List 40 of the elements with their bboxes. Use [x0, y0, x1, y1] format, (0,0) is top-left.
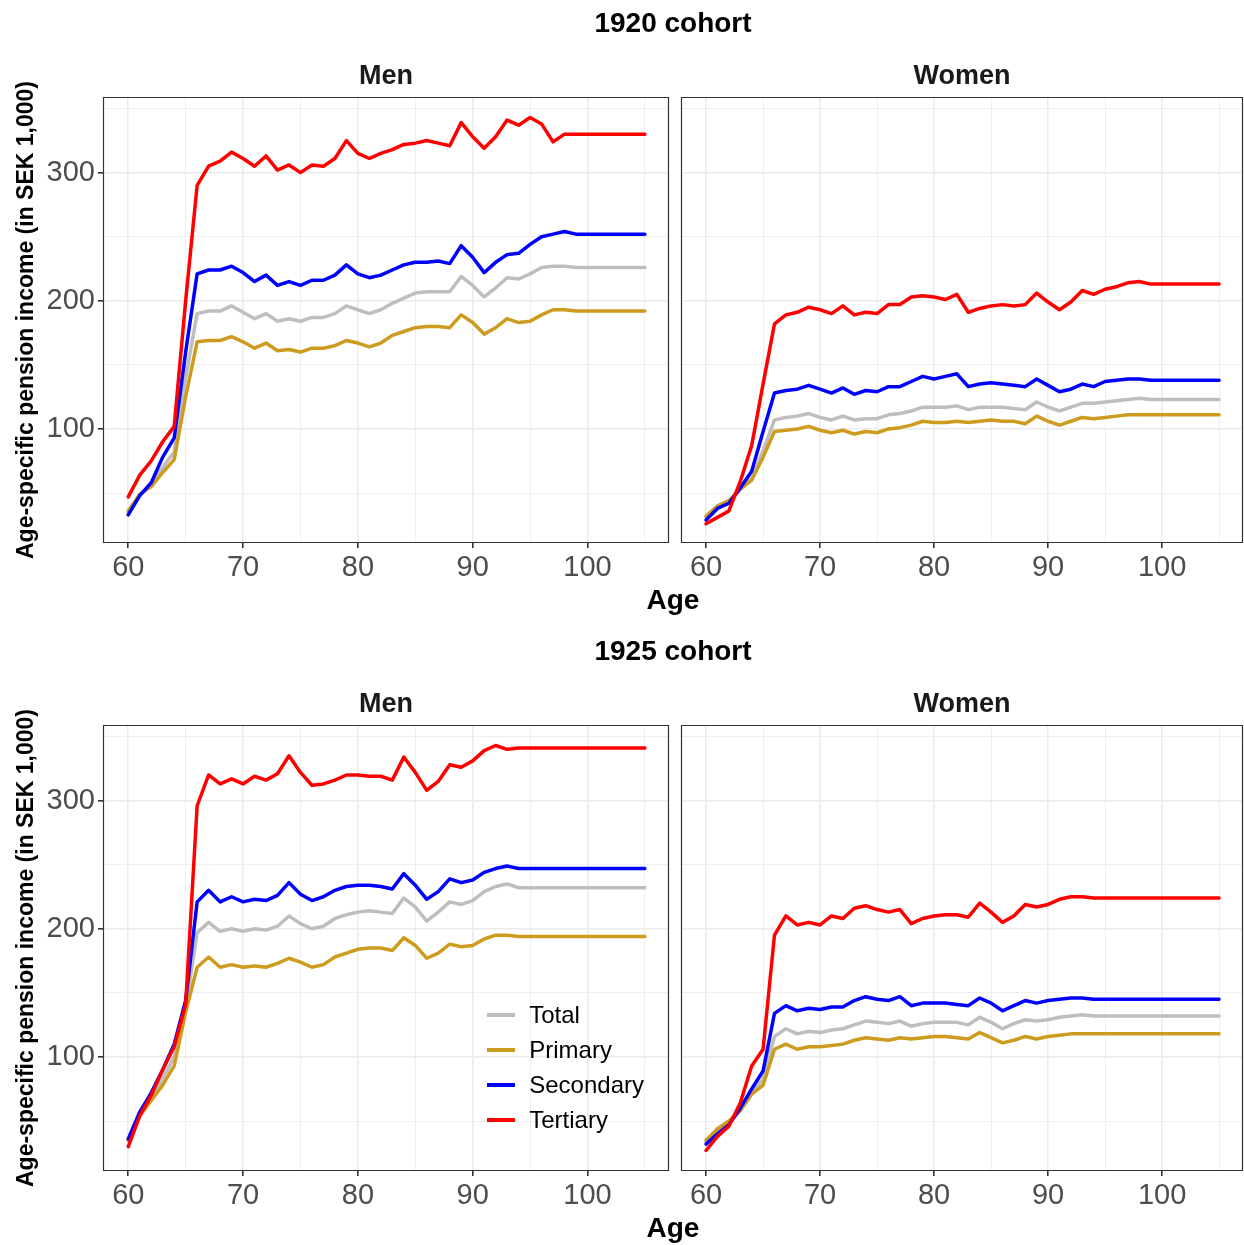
x-axis-title: Age: [646, 1212, 700, 1244]
chart-title: 1920 cohort: [594, 7, 752, 39]
y-tick-label: 200: [46, 910, 95, 943]
chart-title: 1925 cohort: [594, 635, 752, 667]
x-tick-label: 90: [456, 550, 489, 583]
x-tick-label: 70: [226, 1178, 260, 1211]
chart-subtitle: Men: [359, 687, 413, 719]
x-tick-label: 80: [917, 550, 951, 583]
y-tick-label: 300: [46, 782, 95, 815]
y-tick-label: 100: [46, 410, 95, 443]
x-tick-label: 70: [226, 550, 260, 583]
legend-label: Primary: [529, 1035, 612, 1064]
chart-subtitle: Women: [913, 59, 1011, 91]
chart-subtitle: Women: [913, 687, 1011, 719]
x-tick-label: 90: [456, 1178, 489, 1211]
x-tick-label: 70: [803, 550, 837, 583]
legend-label: Tertiary: [529, 1105, 608, 1134]
x-tick-label: 100: [563, 1178, 612, 1211]
x-tick-label: 60: [689, 1178, 723, 1211]
x-tick-label: 100: [1137, 1178, 1187, 1211]
x-tick-label: 60: [112, 550, 145, 583]
x-tick-label: 80: [341, 550, 375, 583]
y-axis-title: Age-specific pension income (in SEK 1,000): [11, 80, 39, 560]
x-tick-label: 90: [1031, 1178, 1065, 1211]
y-tick-label: 200: [46, 282, 95, 315]
y-axis-title: Age-specific pension income (in SEK 1,000): [11, 708, 39, 1188]
x-tick-label: 90: [1031, 550, 1065, 583]
x-tick-label: 100: [563, 550, 612, 583]
x-tick-label: 60: [689, 550, 723, 583]
x-tick-label: 60: [112, 1178, 145, 1211]
x-tick-label: 70: [803, 1178, 837, 1211]
x-tick-label: 80: [341, 1178, 375, 1211]
x-tick-label: 80: [917, 1178, 951, 1211]
y-tick-label: 100: [46, 1038, 95, 1071]
legend-label: Total: [529, 1000, 580, 1029]
chart-subtitle: Men: [359, 59, 413, 91]
legend-label: Secondary: [529, 1070, 644, 1099]
x-axis-title: Age: [646, 584, 700, 616]
y-tick-label: 300: [46, 154, 95, 187]
x-tick-label: 100: [1137, 550, 1187, 583]
